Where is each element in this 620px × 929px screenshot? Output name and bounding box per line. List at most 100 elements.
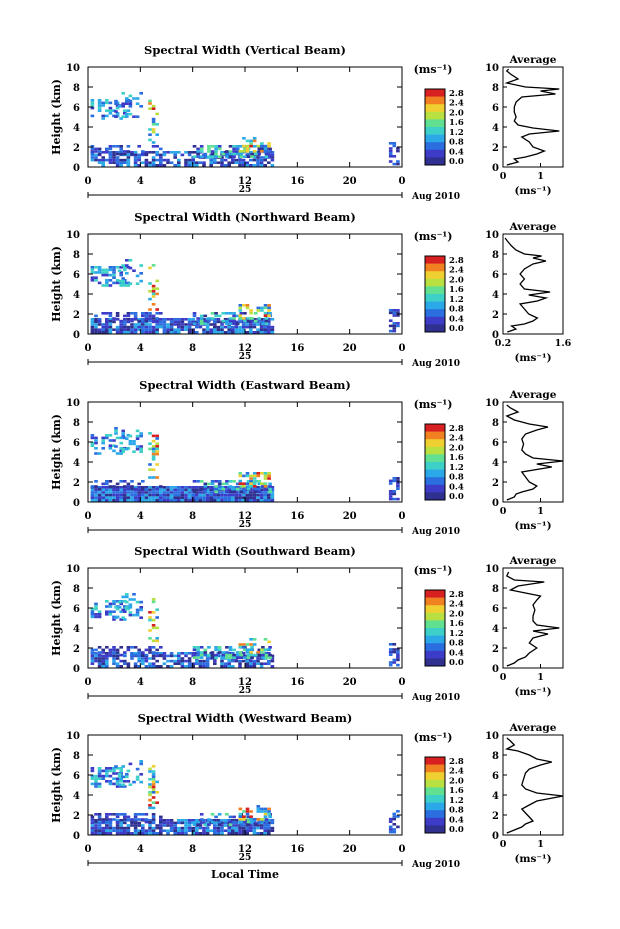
- heatmap-cell: [139, 272, 143, 275]
- heatmap-cell: [123, 605, 127, 608]
- x-tick-label: 20: [343, 176, 357, 187]
- heatmap-cell: [159, 491, 163, 494]
- heatmap-cell: [238, 829, 242, 832]
- colorbar-tick-label: 2.8: [449, 256, 464, 266]
- heatmap-cell: [270, 821, 275, 825]
- heatmap-cell: [392, 823, 397, 826]
- heatmap-cell: [216, 331, 221, 334]
- heatmap-cell: [97, 271, 102, 274]
- heatmap-cell: [112, 145, 116, 148]
- colorbar-tick-label: 1.2: [449, 128, 464, 138]
- colorbar-tick-label: 2.0: [449, 609, 464, 619]
- heatmap-cell: [198, 821, 203, 825]
- heatmap-cell: [242, 137, 246, 140]
- heatmap-cell: [105, 662, 109, 665]
- heatmap-cell: [191, 158, 195, 162]
- colorbar-swatch: [425, 477, 445, 486]
- heatmap-cell: [227, 652, 231, 655]
- heatmap-cell: [180, 491, 185, 494]
- heatmap-cell: [90, 607, 95, 611]
- heatmap-cell: [141, 662, 145, 665]
- heatmap-cell: [242, 304, 246, 307]
- heatmap-cell: [249, 477, 253, 480]
- heatmap-cell: [121, 450, 125, 453]
- heatmap-cell: [151, 331, 156, 334]
- average-y-tick-label: 6: [492, 604, 499, 615]
- heatmap-cell: [249, 144, 253, 148]
- heatmap-cell: [112, 602, 116, 606]
- colorbar-frame: [424, 88, 446, 166]
- heatmap-cell: [239, 823, 244, 826]
- heatmap-cell: [217, 648, 222, 652]
- heatmap-cell: [245, 306, 250, 310]
- heatmap-cell: [97, 104, 102, 107]
- y-tick-label: 10: [66, 230, 80, 241]
- heatmap-cell: [90, 271, 95, 274]
- heatmap-cell: [144, 312, 149, 315]
- heatmap-cell: [126, 156, 131, 159]
- heatmap-cell: [238, 662, 242, 665]
- heatmap-cell: [101, 491, 105, 494]
- average-profile-line: [505, 404, 564, 501]
- heatmap-cell: [126, 318, 131, 321]
- heatmap-cell: [241, 829, 246, 832]
- average-x-tick-label: 0: [500, 672, 507, 683]
- heatmap-cell: [267, 325, 271, 329]
- heatmap-cell: [108, 266, 113, 269]
- heatmap-cell: [151, 662, 156, 665]
- heatmap-cell: [238, 645, 243, 649]
- heatmap-cell: [388, 663, 393, 667]
- heatmap-cell: [151, 491, 156, 494]
- heatmap-cell: [123, 268, 127, 272]
- heatmap-cell: [90, 651, 95, 654]
- heatmap-cell: [199, 813, 204, 816]
- heatmap-cell: [90, 323, 95, 326]
- heatmap-cell: [90, 659, 95, 663]
- heatmap-cell: [162, 829, 167, 832]
- heatmap-cell: [227, 832, 231, 835]
- heatmap-cell: [214, 480, 218, 483]
- heatmap-cell: [234, 659, 239, 663]
- heatmap-cell: [198, 824, 203, 827]
- heatmap-cell: [213, 832, 217, 835]
- heatmap-cell: [217, 646, 222, 649]
- heatmap-cell: [270, 499, 275, 502]
- heatmap-cell: [250, 155, 254, 158]
- date-month-label: Aug 2010: [411, 192, 460, 202]
- heatmap-cell: [180, 493, 185, 497]
- heatmap-cell: [242, 818, 246, 821]
- heatmap-cell: [392, 324, 397, 328]
- heatmap-cell: [169, 493, 174, 497]
- heatmap-cell: [105, 605, 109, 608]
- heatmap-cell: [133, 323, 138, 326]
- y-tick-label: 8: [73, 83, 80, 94]
- heatmap-cell: [90, 268, 95, 272]
- heatmap-cell: [216, 829, 221, 832]
- heatmap-cell: [256, 824, 260, 827]
- heatmap-cell: [130, 496, 134, 499]
- heatmap-cell: [267, 824, 271, 827]
- heatmap-cell: [173, 323, 177, 326]
- colorbar-tick-label: 0.4: [449, 815, 464, 825]
- heatmap-cell: [180, 499, 185, 502]
- heatmap-cell: [155, 312, 159, 315]
- heatmap-cell: [126, 815, 131, 819]
- heatmap-cell: [115, 266, 120, 269]
- heatmap-cell: [119, 284, 123, 287]
- heatmap-cell: [139, 450, 143, 453]
- heatmap-cell: [90, 441, 95, 445]
- heatmap-cell: [256, 807, 261, 811]
- heatmap-cell: [239, 145, 244, 148]
- heatmap-cell: [231, 325, 235, 329]
- average-frame: [502, 401, 564, 503]
- heatmap-cell: [123, 826, 127, 830]
- heatmap-cell: [144, 499, 149, 502]
- heatmap-cell: [148, 308, 152, 311]
- heatmap-cell: [133, 487, 138, 491]
- heatmap-cell: [264, 317, 269, 320]
- heatmap-cell: [263, 648, 268, 651]
- heatmap-cell: [228, 317, 233, 320]
- heatmap-cell: [214, 646, 218, 649]
- colorbar-tick-label: 0.4: [449, 314, 464, 324]
- heatmap-cell: [252, 643, 257, 646]
